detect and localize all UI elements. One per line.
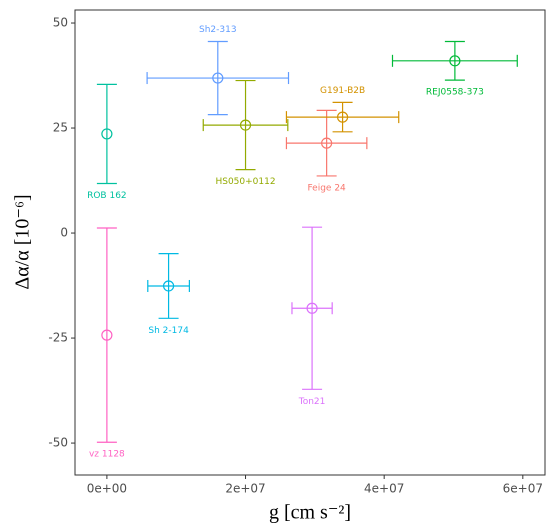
point-label: Ton21 — [298, 397, 326, 407]
y-tick-label: 0 — [60, 226, 68, 240]
x-tick-label: 0e+00 — [87, 482, 127, 496]
point — [162, 280, 175, 292]
x-tick-label: 2e+07 — [225, 482, 265, 496]
point — [321, 137, 333, 149]
x-tick-label: 4e+07 — [364, 482, 404, 496]
point-label: REJ0558-373 — [426, 88, 484, 98]
x-tick-label: 6e+07 — [503, 482, 543, 496]
y-tick-label: 50 — [53, 16, 68, 30]
y-tick-label: 25 — [53, 121, 68, 135]
plot-panel — [74, 9, 546, 476]
point-label: Feige 24 — [307, 183, 346, 193]
point-label: HS050+0112 — [215, 177, 275, 187]
point — [239, 119, 252, 131]
point-label: vz 1128 — [89, 450, 125, 460]
point — [101, 329, 113, 341]
point-label: Sh 2-174 — [148, 326, 189, 336]
point-label: ROB 162 — [87, 191, 127, 201]
point — [306, 302, 318, 314]
point-label: G191-B2B — [320, 86, 365, 96]
point — [336, 111, 349, 123]
y-tick-label: -50 — [48, 436, 68, 450]
point-label: Sh2-313 — [199, 25, 237, 35]
point — [449, 55, 461, 67]
x-axis-title: g [cm s⁻²] — [269, 502, 351, 524]
point — [212, 72, 224, 84]
y-axis-title: Δα/α [10⁻⁶] — [12, 194, 34, 289]
y-tick-label: -25 — [48, 331, 68, 345]
point — [101, 128, 113, 140]
